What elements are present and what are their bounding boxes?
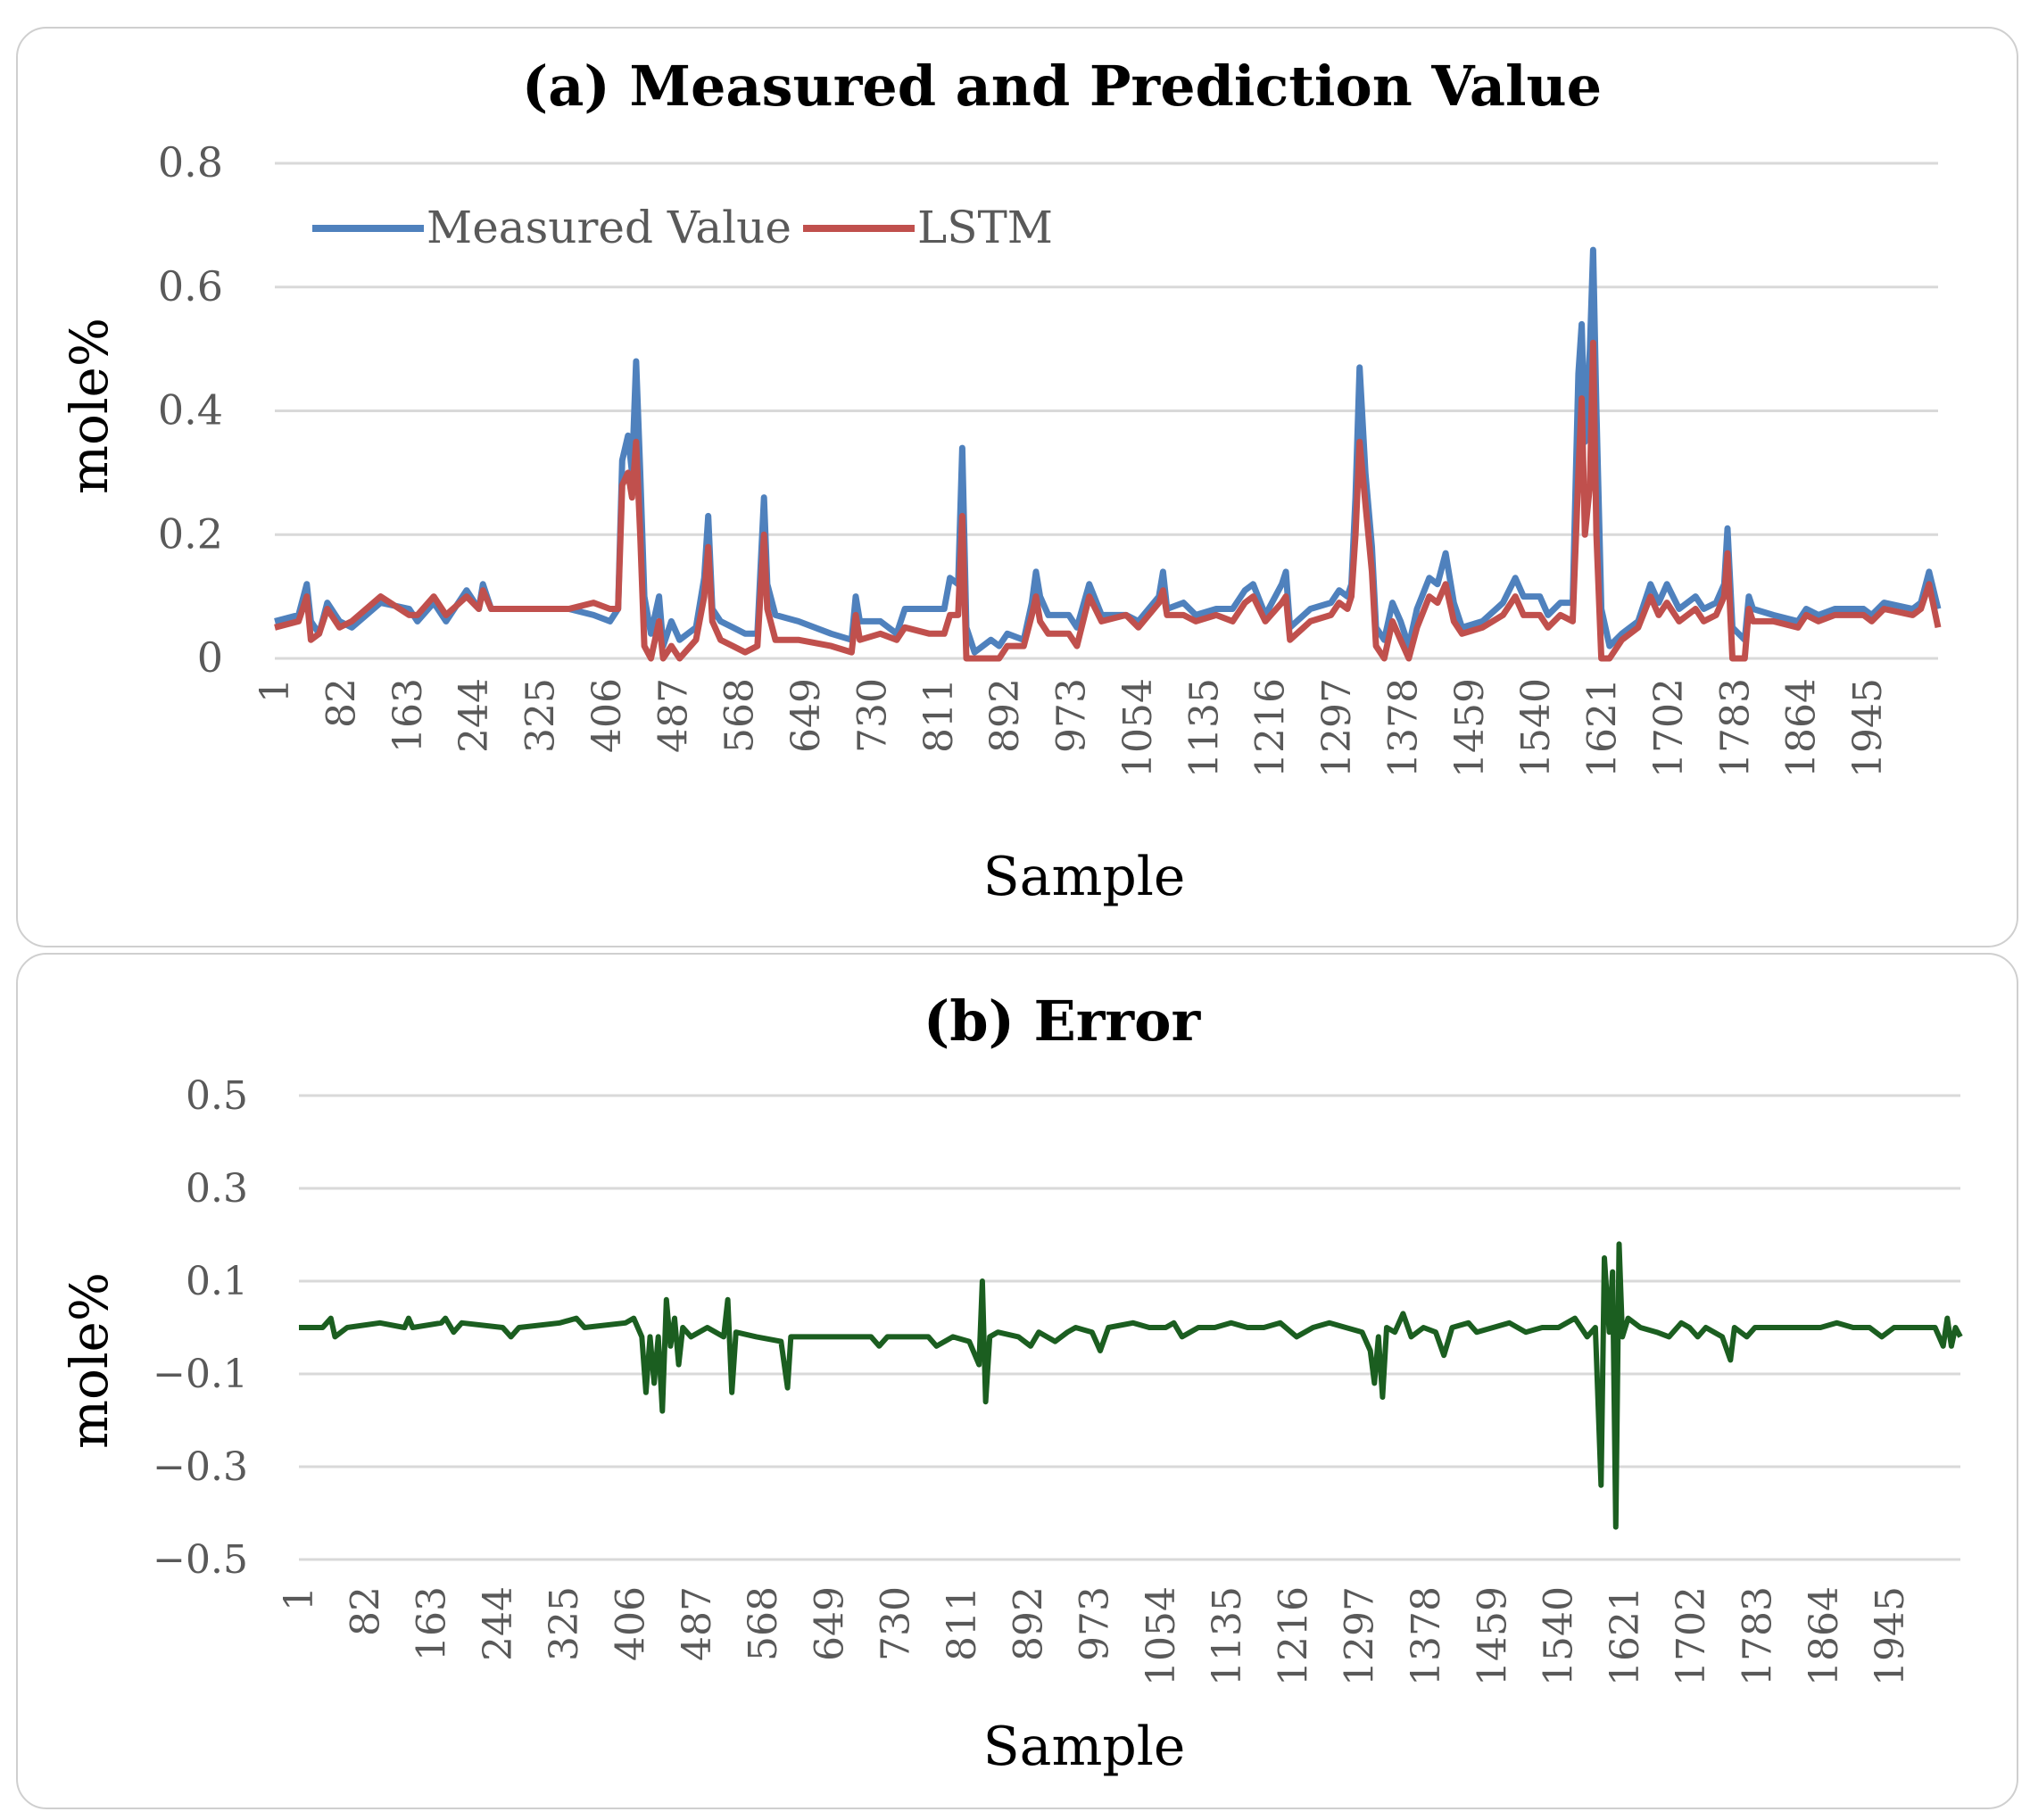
chart-b-title: (b) Error bbox=[924, 989, 1202, 1054]
x-tick-label: 82 bbox=[319, 678, 364, 728]
x-tick-label: 1054 bbox=[1139, 1586, 1184, 1686]
x-tick-label: 1378 bbox=[1380, 678, 1426, 778]
x-tick-label: 1 bbox=[277, 1586, 322, 1611]
x-tick-label: 1297 bbox=[1314, 678, 1360, 778]
x-tick-label: 325 bbox=[518, 678, 564, 753]
x-tick-label: 1297 bbox=[1338, 1586, 1383, 1686]
x-tick-label: 1216 bbox=[1271, 1586, 1316, 1686]
x-tick-label: 730 bbox=[874, 1586, 919, 1661]
chart-a-xlabel: Sample bbox=[983, 846, 1186, 908]
legend-label-measured: Measured Value bbox=[427, 202, 791, 253]
x-tick-label: 244 bbox=[452, 678, 497, 753]
x-tick-label: 325 bbox=[542, 1586, 587, 1661]
x-tick-label: 1621 bbox=[1603, 1586, 1648, 1686]
y-tick-label: 0.6 bbox=[158, 262, 223, 310]
x-tick-label: 892 bbox=[982, 678, 1028, 753]
x-tick-label: 487 bbox=[650, 678, 696, 753]
x-tick-label: 1540 bbox=[1513, 678, 1559, 778]
x-tick-label: 406 bbox=[608, 1586, 653, 1661]
chart-a: 0 0.2 0.4 0.6 0.8 1 82 163 244 325 406 487 568 649 73… bbox=[59, 54, 1942, 908]
y-tick-label: 0.5 bbox=[186, 1073, 248, 1119]
x-tick-label: 1783 bbox=[1736, 1586, 1781, 1686]
x-tick-label: 406 bbox=[584, 678, 630, 753]
x-tick-label: 811 bbox=[916, 678, 962, 753]
series-line-lstm bbox=[274, 339, 1942, 662]
x-tick-label: 973 bbox=[1049, 678, 1095, 753]
x-tick-label: 487 bbox=[675, 1586, 720, 1661]
chart-a-ylabel: mole% bbox=[59, 318, 120, 494]
x-tick-label: 892 bbox=[1006, 1586, 1051, 1661]
x-tick-label: 1621 bbox=[1580, 678, 1626, 778]
x-tick-label: 1135 bbox=[1181, 678, 1227, 778]
x-tick-label: 811 bbox=[940, 1586, 985, 1661]
legend-label-lstm: LSTM bbox=[917, 202, 1053, 253]
x-tick-label: 1540 bbox=[1537, 1586, 1582, 1686]
x-tick-label: 568 bbox=[741, 1586, 786, 1661]
x-tick-label: 649 bbox=[807, 1586, 852, 1661]
y-tick-label: 0.3 bbox=[186, 1166, 248, 1212]
chart-b-ylabel: mole% bbox=[59, 1272, 120, 1449]
x-tick-label: 1864 bbox=[1779, 678, 1825, 778]
x-tick-label: 1135 bbox=[1205, 1586, 1250, 1686]
x-tick-label: 1864 bbox=[1802, 1586, 1847, 1686]
y-tick-label: 0.8 bbox=[158, 138, 223, 186]
x-tick-label: 1 bbox=[253, 678, 298, 703]
x-tick-label: 730 bbox=[849, 678, 895, 753]
chart-a-legend: Measured Value LSTM bbox=[312, 202, 1053, 253]
y-tick-label: −0.3 bbox=[153, 1444, 248, 1490]
x-tick-label: 1216 bbox=[1248, 678, 1294, 778]
x-tick-label: 1459 bbox=[1447, 678, 1493, 778]
x-tick-label: 1054 bbox=[1115, 678, 1161, 778]
x-tick-label: 1459 bbox=[1470, 1586, 1515, 1686]
x-tick-label: 163 bbox=[385, 678, 431, 753]
x-tick-label: 1945 bbox=[1845, 678, 1891, 778]
series-line-error bbox=[299, 1241, 1963, 1530]
x-tick-label: 244 bbox=[476, 1586, 521, 1661]
x-tick-label: 1702 bbox=[1646, 678, 1692, 778]
chart-b-xlabel: Sample bbox=[983, 1716, 1186, 1778]
x-tick-label: 1945 bbox=[1868, 1586, 1913, 1686]
x-tick-label: 649 bbox=[783, 678, 829, 753]
y-tick-label: 0.2 bbox=[158, 509, 223, 558]
y-tick-label: 0.4 bbox=[158, 386, 223, 434]
x-tick-label: 1378 bbox=[1404, 1586, 1449, 1686]
x-tick-label: 1702 bbox=[1669, 1586, 1714, 1686]
chart-panel-a bbox=[16, 27, 2018, 947]
y-tick-label: −0.1 bbox=[153, 1352, 248, 1397]
x-tick-label: 1783 bbox=[1712, 678, 1758, 778]
chart-a-title: (a) Measured and Prediction Value bbox=[522, 54, 1602, 119]
y-tick-label: 0.1 bbox=[186, 1259, 248, 1304]
x-tick-label: 973 bbox=[1073, 1586, 1118, 1661]
x-tick-label: 568 bbox=[717, 678, 763, 753]
y-tick-label: 0 bbox=[197, 633, 223, 682]
x-tick-label: 163 bbox=[410, 1586, 455, 1661]
x-tick-label: 82 bbox=[343, 1586, 388, 1636]
y-tick-label: −0.5 bbox=[153, 1537, 248, 1583]
